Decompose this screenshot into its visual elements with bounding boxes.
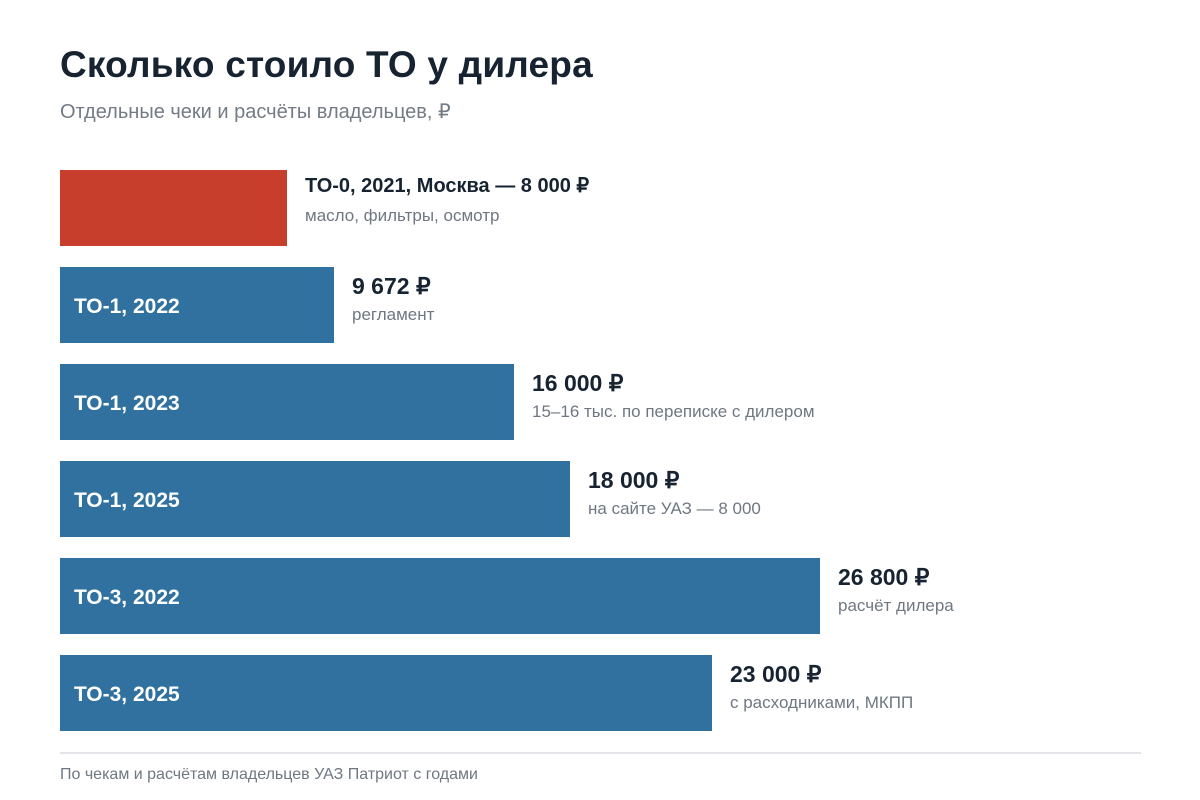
note-label-3: 15–16 тыс. по переписке с дилером bbox=[532, 402, 815, 421]
value-label-4: 18 000 ₽ bbox=[588, 467, 680, 493]
bar-6 bbox=[60, 655, 712, 731]
bar-5 bbox=[60, 558, 820, 634]
note-label-2: регламент bbox=[352, 305, 435, 324]
bar-label-2: ТО-1, 2022 bbox=[74, 295, 180, 318]
value-label-1: ТО-0, 2021, Москва — 8 000 ₽ bbox=[305, 175, 589, 197]
bar-2 bbox=[60, 267, 334, 343]
chart-subtitle: Отдельные чеки и расчёты владельцев, ₽ bbox=[60, 101, 451, 123]
value-label-2: 9 672 ₽ bbox=[352, 273, 431, 299]
note-label-4: на сайте УАЗ — 8 000 bbox=[588, 499, 761, 518]
note-label-6: с расходниками, МКПП bbox=[730, 693, 913, 712]
footer-divider bbox=[60, 752, 1141, 754]
chart-title: Сколько стоило ТО у дилера bbox=[60, 44, 593, 85]
value-label-3: 16 000 ₽ bbox=[532, 370, 624, 396]
footer-note: По чекам и расчётам владельцев УАЗ Патри… bbox=[60, 766, 478, 783]
bar-1 bbox=[60, 170, 287, 246]
value-label-6: 23 000 ₽ bbox=[730, 661, 822, 687]
note-label-1: масло, фильтры, осмотр bbox=[305, 206, 499, 225]
bar-label-3: ТО-1, 2023 bbox=[74, 392, 180, 415]
bar-label-5: ТО-3, 2022 bbox=[74, 586, 180, 609]
bar-4 bbox=[60, 461, 570, 537]
bar-3 bbox=[60, 364, 514, 440]
value-label-5: 26 800 ₽ bbox=[838, 564, 930, 590]
bar-label-6: ТО-3, 2025 bbox=[74, 683, 180, 706]
note-label-5: расчёт дилера bbox=[838, 596, 954, 615]
bar-label-4: ТО-1, 2025 bbox=[74, 489, 180, 512]
